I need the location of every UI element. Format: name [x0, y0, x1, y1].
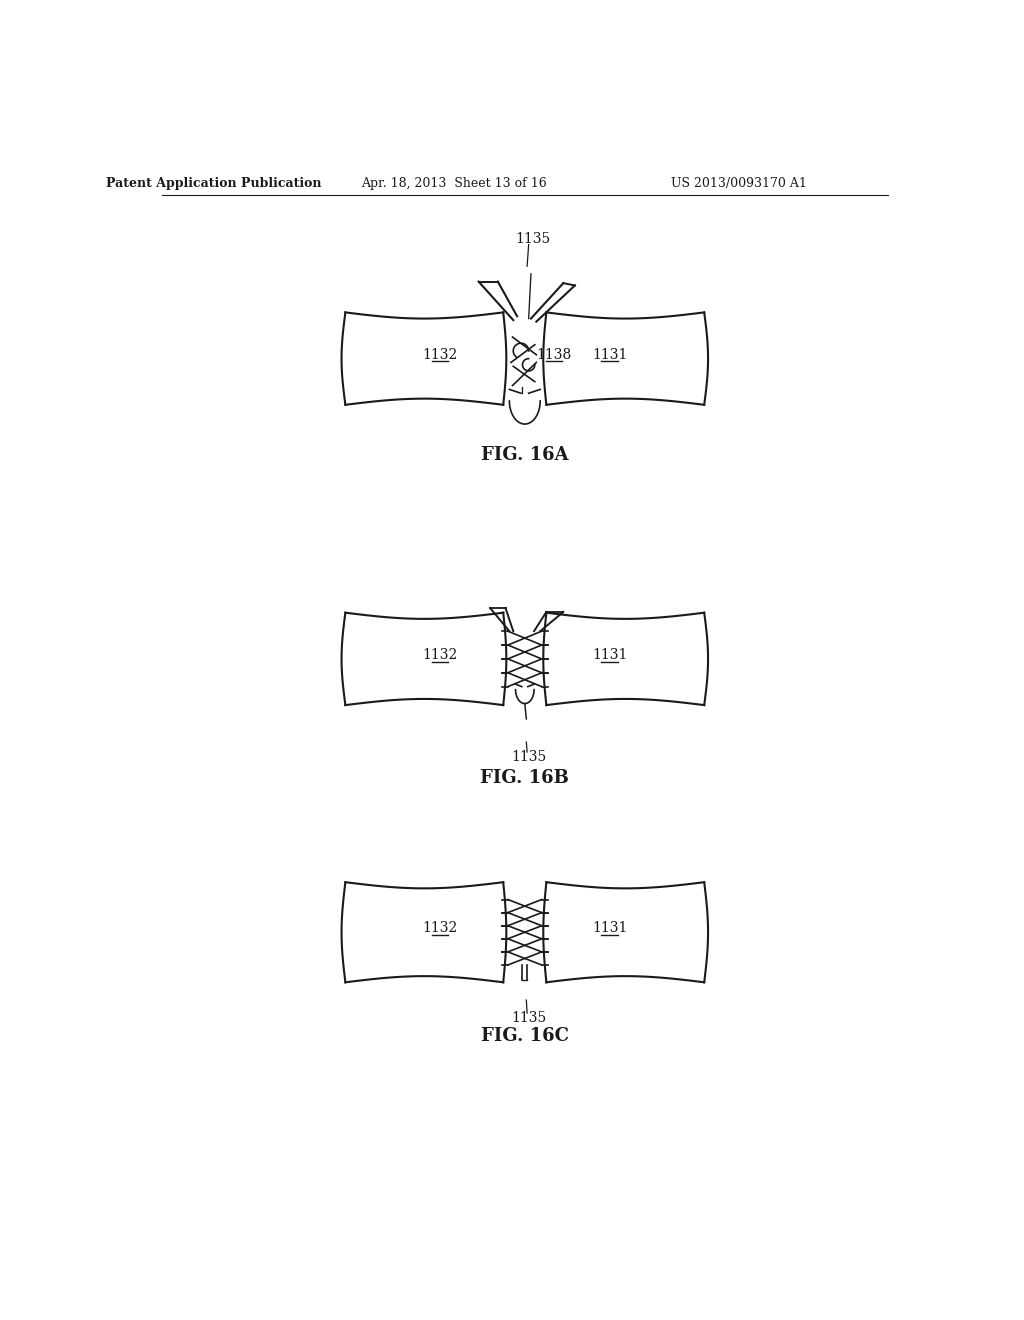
Text: 1132: 1132 — [423, 648, 458, 663]
Text: Apr. 18, 2013  Sheet 13 of 16: Apr. 18, 2013 Sheet 13 of 16 — [361, 177, 547, 190]
Text: 1135: 1135 — [511, 1011, 546, 1026]
Text: FIG. 16A: FIG. 16A — [481, 446, 568, 463]
Text: 1131: 1131 — [592, 921, 627, 936]
Text: 1131: 1131 — [592, 347, 627, 362]
Text: Patent Application Publication: Patent Application Publication — [105, 177, 322, 190]
Text: 1132: 1132 — [423, 921, 458, 936]
Text: US 2013/0093170 A1: US 2013/0093170 A1 — [671, 177, 807, 190]
Text: 1131: 1131 — [592, 648, 627, 663]
Text: 1132: 1132 — [423, 347, 458, 362]
Text: FIG. 16B: FIG. 16B — [480, 770, 569, 787]
Text: 1138: 1138 — [537, 347, 571, 362]
Text: 1135: 1135 — [515, 232, 550, 247]
Text: FIG. 16C: FIG. 16C — [481, 1027, 568, 1045]
Text: 1135: 1135 — [511, 751, 546, 764]
